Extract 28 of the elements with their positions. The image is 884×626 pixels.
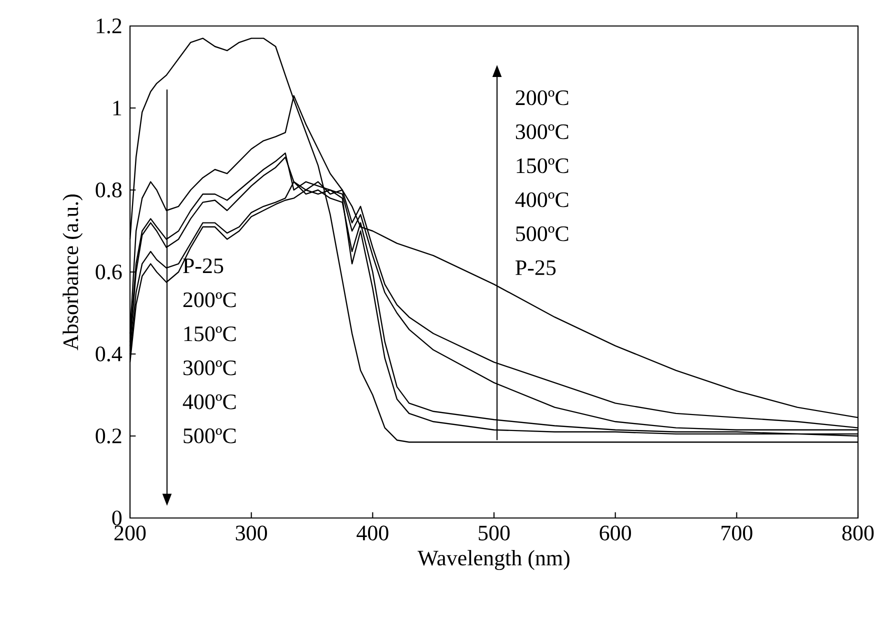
x-axis-title: Wavelength (nm)	[418, 550, 570, 570]
y-tick-label: 0.6	[96, 264, 122, 280]
y-tick-label: 0.4	[96, 346, 122, 362]
x-tick-label: 200	[114, 526, 146, 540]
annotation: 400ºC	[182, 394, 236, 410]
annotation: 300ºC	[516, 124, 568, 140]
annotation: 500ºC	[516, 226, 568, 242]
x-tick-label: 700	[722, 526, 752, 540]
x-tick-label: 300	[236, 526, 267, 540]
x-tick-label: 400	[356, 526, 388, 540]
annotation: 500ºC	[184, 428, 236, 444]
y-tick-label: 0.8	[96, 182, 122, 198]
y-tick-label: 0	[112, 510, 122, 526]
annotation: 200ºC	[516, 90, 568, 106]
annotation: P-25	[183, 258, 224, 274]
annotation: 400ºC	[515, 192, 568, 208]
y-tick-label: 0.2	[96, 428, 122, 444]
y-tick-label: 1	[113, 100, 122, 116]
x-tick-label: 800	[842, 526, 874, 540]
annotation: 200ºC	[183, 292, 236, 308]
annotation: 150ºC	[184, 326, 236, 342]
y-tick-label: 1.2	[96, 18, 122, 34]
y-axis-title: Absorbance (a.u.)	[62, 194, 83, 350]
x-tick-label: 600	[600, 526, 631, 540]
annotation: P-25	[516, 260, 556, 276]
annotation: 300ºC	[183, 360, 236, 376]
annotation: 150ºC	[516, 158, 568, 174]
x-tick-label: 500	[478, 526, 510, 540]
